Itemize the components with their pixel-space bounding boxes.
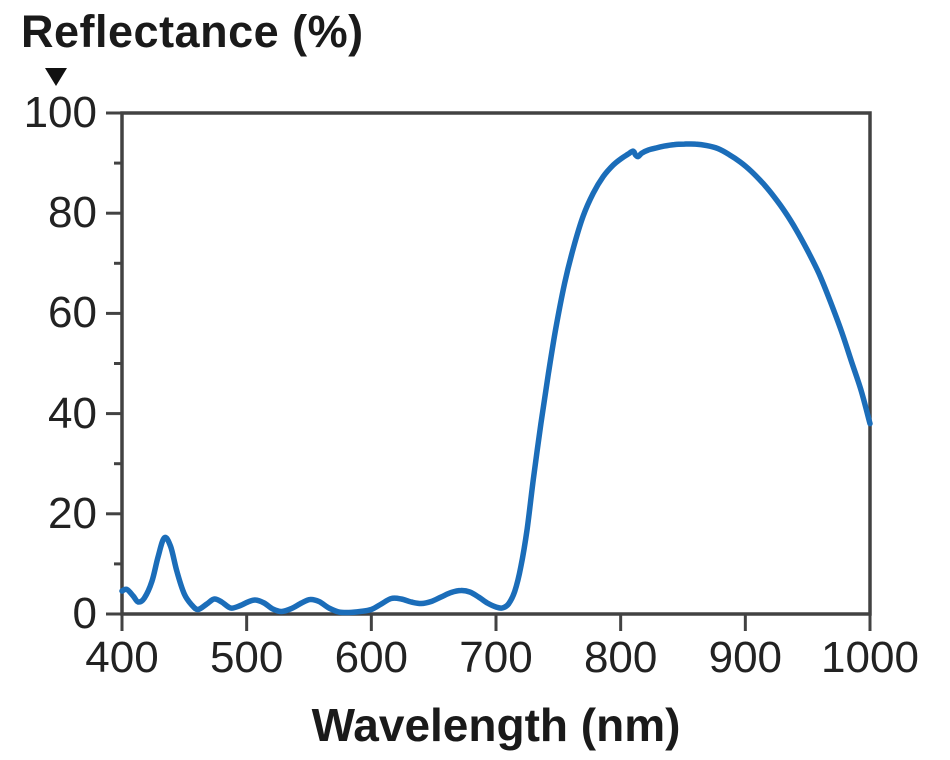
y-tick-label-60: 60	[48, 288, 97, 338]
y-tick-label-0: 0	[72, 589, 97, 638]
x-tick-label-1000: 1000	[821, 633, 919, 682]
y-tick-label-100: 100	[23, 88, 97, 137]
x-tick-label-800: 800	[583, 633, 658, 682]
x-tick-label-500: 500	[209, 633, 284, 682]
reflectance-curve	[119, 141, 873, 616]
plot-frame	[120, 111, 872, 616]
x-axis-title: Wavelength (nm)	[311, 699, 681, 751]
x-tick-label-400: 400	[85, 633, 159, 682]
x-tick-label-700: 700	[459, 633, 533, 682]
y-tick-label-20: 20	[48, 488, 97, 538]
triangle-down-icon	[45, 68, 67, 86]
y-tick-label-40: 40	[48, 388, 97, 438]
x-tick-label-600: 600	[334, 633, 409, 682]
y-tick-label-80: 80	[48, 188, 97, 238]
y-axis-title: Reflectance (%)	[21, 6, 364, 57]
x-tick-label-900: 900	[708, 633, 783, 682]
